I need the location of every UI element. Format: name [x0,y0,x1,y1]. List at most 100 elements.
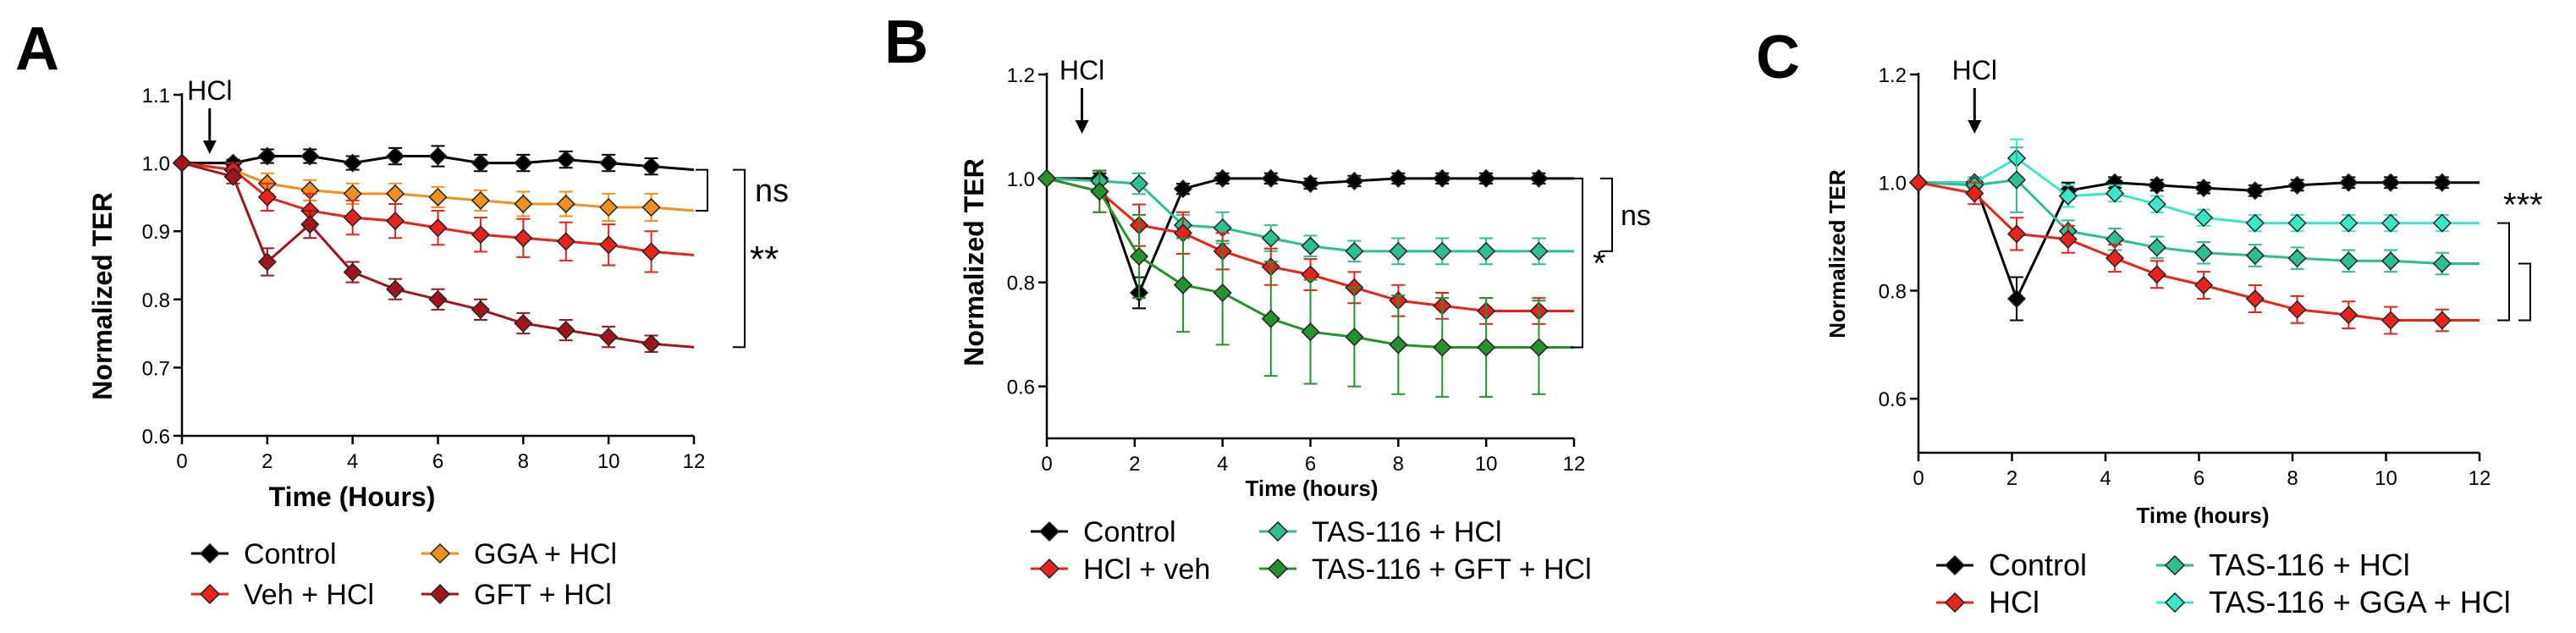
data-point [1433,338,1452,357]
data-point [257,146,277,166]
x-tick-label: 2 [1129,453,1140,476]
data-point [2245,245,2265,265]
data-point [2339,305,2359,325]
significance-bracket [1571,177,1583,349]
data-point [1433,241,1452,261]
data-point [2432,173,2452,192]
data-point [2287,249,2307,268]
data-point [1345,171,1364,190]
data-point [1129,246,1149,267]
x-tick-label: 4 [347,450,358,473]
data-point [1261,309,1280,328]
data-point [1213,168,1232,188]
data-point [2432,311,2452,330]
arrow-head [1968,120,1982,134]
data-point [641,157,661,176]
data-point [2381,251,2401,271]
data-point [1389,168,1408,188]
data-point [2193,243,2214,262]
data-point [343,208,362,228]
x-tick-label: 8 [518,450,529,473]
significance-bracket [2518,262,2531,322]
data-point [514,194,533,214]
legend-marker [1944,592,1966,614]
panel-a-xlabel: Time (Hours) [269,482,436,512]
data-point [514,153,533,173]
x-tick-label: 2 [2006,467,2017,490]
data-point [1345,328,1364,347]
data-point [1301,173,1320,194]
legend-marker [1267,520,1289,542]
data-point [428,289,448,309]
data-point [599,197,619,217]
legend-label: GFT + HCl [474,579,612,611]
legend-marker [1267,558,1289,580]
data-point [514,313,533,333]
panel-b-ylabel: Normalized TER [959,158,989,366]
data-point [2381,311,2401,330]
data-point [2245,213,2265,233]
x-tick-label: 4 [2100,467,2111,490]
data-point [1433,168,1452,188]
significance-bracket [2497,222,2510,322]
data-point [2339,213,2359,233]
x-tick-label: 12 [1563,453,1586,476]
data-point [172,153,192,173]
data-point [1389,335,1408,355]
data-point [1965,184,1984,203]
legend-marker [2164,554,2186,576]
data-point [428,218,448,238]
data-point [1129,173,1149,194]
data-point [556,194,575,214]
significance-label: *** [2503,187,2543,224]
x-tick-label: 12 [2469,467,2491,490]
data-point [2193,208,2214,228]
legend-label: Control [1989,548,2087,582]
x-tick-label: 8 [2287,467,2298,490]
x-tick-label: 0 [1041,453,1052,476]
legend-marker [429,583,451,605]
panel-b: B Normalized TER Time (hours) 0.6 0.8 1.0 1… [884,8,1651,586]
y-tick-label: 1.0 [1879,173,1907,195]
data-point [1173,275,1193,294]
data-point [556,150,575,169]
data-point [343,184,362,203]
data-point [1037,168,1057,188]
arrow-head [202,140,217,154]
y-tick-label: 0.8 [142,289,170,312]
data-point [2006,170,2027,190]
data-point [1345,241,1364,261]
data-point [386,212,405,231]
data-point [2287,175,2307,195]
data-point [2339,173,2359,192]
legend-marker [429,542,451,564]
significance-label: ** [750,239,779,280]
data-point [257,252,277,272]
x-tick-label: 8 [1393,453,1404,476]
legend-marker [199,542,221,564]
significance-label: ns [755,173,789,209]
panel-a-ylabel: Normalized TER [87,192,118,399]
data-point [2245,181,2265,201]
data-point [343,262,362,282]
data-point [641,334,661,354]
data-point [1529,338,1549,357]
data-point [599,153,619,173]
data-point [1477,241,1496,261]
arrow-label: HCl [1060,55,1104,85]
data-point [428,146,448,166]
panel-b-plot: 0.6 0.8 1.0 1.2 0 2 4 6 8 10 12 HCl ns * [1007,55,1651,476]
x-tick-label: 10 [597,450,620,473]
legend-marker [1944,554,1966,576]
x-tick-label: 0 [176,450,187,473]
significance-label: ns [1621,200,1651,232]
data-point [471,225,490,245]
data-point [514,228,533,248]
data-point [1173,179,1193,199]
legend-label: HCl [1989,585,2039,619]
data-point [2287,213,2307,233]
panel-b-xlabel: Time (hours) [1246,476,1379,501]
panel-a-plot: 0.6 0.7 0.8 0.9 1.0 1.1 0 2 4 6 8 10 12 HCl ns ** [142,75,790,473]
arrow-label: HCl [1952,55,1997,85]
